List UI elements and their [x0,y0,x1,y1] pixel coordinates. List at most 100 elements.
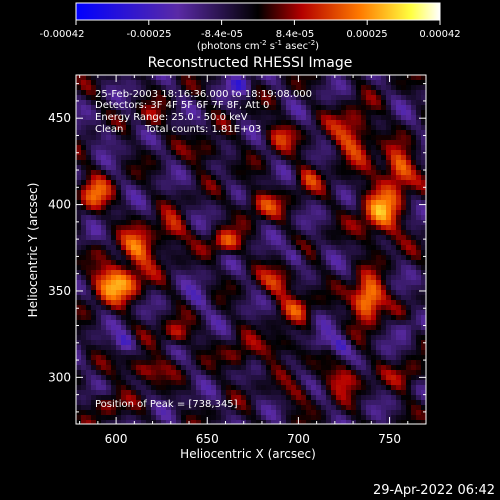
heatmap-cell [141,395,146,400]
heatmap-cell [91,265,96,270]
heatmap-cell [236,405,241,410]
heatmap-cell [86,390,91,395]
heatmap-cell [146,135,151,140]
heatmap-cell [231,255,236,260]
heatmap-cell [416,370,421,375]
heatmap-cell [331,175,336,180]
heatmap-cell [331,345,336,350]
heatmap-cell [226,145,231,150]
heatmap-cell [246,270,251,275]
heatmap-cell [171,175,176,180]
heatmap-cell [236,105,241,110]
x-tick-label: 600 [105,432,128,446]
heatmap-cell [231,415,236,420]
heatmap-cell [106,85,111,90]
heatmap-cell [311,205,316,210]
heatmap-cell [366,295,371,300]
heatmap-cell [136,125,141,130]
heatmap-cell [336,195,341,200]
heatmap-cell [151,300,156,305]
heatmap-cell [356,410,361,415]
heatmap-cell [131,255,136,260]
heatmap-cell [226,245,231,250]
heatmap-cell [306,280,311,285]
heatmap-cell [246,400,251,405]
heatmap-cell [241,375,246,380]
heatmap-cell [396,350,401,355]
heatmap-cell [246,290,251,295]
heatmap-cell [126,110,131,115]
heatmap-cell [131,345,136,350]
heatmap-cell [406,410,411,415]
heatmap-cell [91,350,96,355]
heatmap-cell [196,340,201,345]
heatmap-cell [401,350,406,355]
heatmap-cell [166,270,171,275]
heatmap-cell [331,265,336,270]
heatmap-cell [186,240,191,245]
heatmap-cell [206,345,211,350]
heatmap-cell [81,275,86,280]
heatmap-cell [406,295,411,300]
heatmap-cell [261,110,266,115]
heatmap-cell [386,355,391,360]
heatmap-cell [291,360,296,365]
heatmap-cell [361,410,366,415]
heatmap-cell [161,260,166,265]
heatmap-cell [176,330,181,335]
heatmap-cell [401,170,406,175]
heatmap-cell [306,135,311,140]
heatmap-cell [126,350,131,355]
heatmap-cell [411,315,416,320]
heatmap-cell [326,335,331,340]
heatmap-cell [166,280,171,285]
heatmap-cell [241,195,246,200]
heatmap-cell [241,90,246,95]
heatmap-cell [421,360,426,365]
heatmap-cell [91,190,96,195]
heatmap-cell [306,330,311,335]
heatmap-cell [271,160,276,165]
heatmap-cell [406,270,411,275]
heatmap-cell [211,420,216,424]
heatmap-cell [136,115,141,120]
heatmap-cell [126,280,131,285]
heatmap-cell [126,330,131,335]
heatmap-cell [366,335,371,340]
heatmap-cell [296,105,301,110]
heatmap-cell [111,395,116,400]
heatmap-cell [196,165,201,170]
heatmap-cell [226,275,231,280]
heatmap-cell [91,355,96,360]
heatmap-cell [111,340,116,345]
heatmap-cell [341,290,346,295]
heatmap-cell [126,205,131,210]
heatmap-cell [276,270,281,275]
heatmap-cell [401,355,406,360]
heatmap-cell [331,235,336,240]
heatmap-cell [356,350,361,355]
heatmap-cell [141,330,146,335]
heatmap-cell [296,185,301,190]
heatmap-cell [276,170,281,175]
heatmap-cell [216,310,221,315]
heatmap-cell [181,290,186,295]
heatmap-cell [331,380,336,385]
heatmap-cell [401,405,406,410]
heatmap-cell [371,295,376,300]
heatmap-cell [421,345,426,350]
heatmap-cell [161,285,166,290]
heatmap-cell [256,340,261,345]
heatmap-cell [146,210,151,215]
heatmap-cell [106,170,111,175]
heatmap-cell [351,275,356,280]
heatmap-cell [101,115,106,120]
heatmap-cell [106,165,111,170]
heatmap-cell [361,75,366,80]
heatmap-cell [351,105,356,110]
heatmap-cell [151,140,156,145]
heatmap-cell [221,130,226,135]
heatmap-cell [101,220,106,225]
heatmap-cell [221,145,226,150]
heatmap-cell [246,375,251,380]
